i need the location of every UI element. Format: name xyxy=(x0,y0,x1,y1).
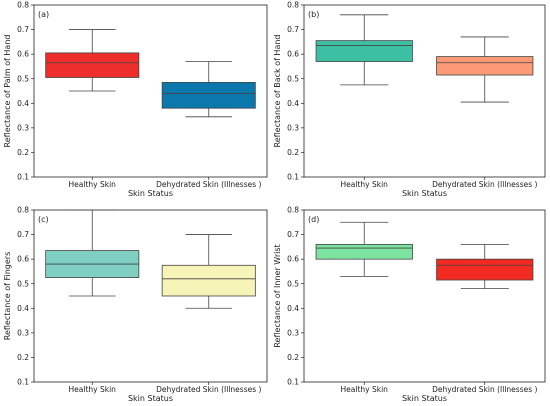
x-axis-label: Skin Status xyxy=(402,394,447,403)
y-tick-label: 0.1 xyxy=(17,173,29,182)
y-tick-label: 0.5 xyxy=(17,74,29,83)
x-tick-label: Dehydrated Skin (Illnesses ) xyxy=(156,385,261,394)
y-tick-label: 0.8 xyxy=(17,1,29,10)
iqr-box xyxy=(315,243,413,260)
y-tick-label: 0.7 xyxy=(287,25,299,34)
y-tick-label: 0.6 xyxy=(287,50,299,59)
y-tick-label: 0.5 xyxy=(17,279,29,288)
y-tick-label: 0.3 xyxy=(17,123,29,132)
panel-2: 0.1 0.2 0.3 0.4 0.5 0.6 0.7 0.8 Healthy Skin Dehy… xyxy=(273,1,546,198)
panel-label: (c) xyxy=(38,215,49,224)
plot-frame xyxy=(303,4,546,178)
x-tick-label: Healthy Skin xyxy=(341,385,389,394)
panel-1: 0.1 0.2 0.3 0.4 0.5 0.6 0.7 0.8 Healthy Skin Dehy… xyxy=(3,1,268,198)
box-dehydrated xyxy=(436,243,534,290)
y-tick-label: 0.6 xyxy=(17,50,29,59)
y-tick-label: 0.1 xyxy=(17,378,29,387)
box-dehydrated xyxy=(161,234,256,309)
y-tick-label: 0.2 xyxy=(287,148,299,157)
plot-frame xyxy=(33,4,268,178)
panel-label: (a) xyxy=(38,10,49,19)
box-dehydrated xyxy=(161,61,256,118)
y-tick-label: 0.2 xyxy=(17,148,29,157)
panel-label: (d) xyxy=(308,215,319,224)
y-tick-label: 0.7 xyxy=(17,25,29,34)
y-tick-label: 0.4 xyxy=(17,99,29,108)
y-tick-label: 0.8 xyxy=(287,206,299,215)
box-healthy xyxy=(45,209,140,297)
y-tick-label: 0.1 xyxy=(287,378,299,387)
x-tick-label: Healthy Skin xyxy=(69,180,117,189)
box-healthy xyxy=(315,14,413,86)
y-tick-label: 0.1 xyxy=(287,173,299,182)
x-tick-label: Healthy Skin xyxy=(69,385,117,394)
y-tick-label: 0.2 xyxy=(17,353,29,362)
plot-frame xyxy=(303,209,546,383)
y-tick-label: 0.3 xyxy=(287,123,299,132)
y-tick-label: 0.4 xyxy=(287,99,299,108)
x-tick-label: Dehydrated Skin (Illnesses ) xyxy=(432,180,537,189)
panel-label: (b) xyxy=(308,10,319,19)
y-tick-label: 0.5 xyxy=(287,74,299,83)
x-tick-label: Dehydrated Skin (Illnesses ) xyxy=(432,385,537,394)
box-healthy xyxy=(45,29,140,92)
y-axis-label: Reflectance of Inner Wrist xyxy=(273,244,282,347)
y-axis-label: Reflectance of Back of Hand xyxy=(273,35,282,148)
x-axis-label: Skin Status xyxy=(128,189,173,198)
y-tick-label: 0.4 xyxy=(17,304,29,313)
y-tick-label: 0.7 xyxy=(17,230,29,239)
iqr-box xyxy=(45,52,140,78)
x-tick-label: Healthy Skin xyxy=(341,180,389,189)
y-axis-label: Reflectance of Palm of Hand xyxy=(3,35,12,148)
panel-4: 0.1 0.2 0.3 0.4 0.5 0.6 0.7 0.8 Healthy Skin Dehy… xyxy=(273,206,546,403)
y-tick-label: 0.3 xyxy=(17,328,29,337)
y-tick-label: 0.8 xyxy=(287,1,299,10)
iqr-box xyxy=(436,258,534,281)
y-tick-label: 0.7 xyxy=(287,230,299,239)
y-tick-label: 0.3 xyxy=(287,328,299,337)
iqr-box xyxy=(161,82,256,109)
y-tick-label: 0.5 xyxy=(287,279,299,288)
iqr-box xyxy=(436,56,534,76)
box-dehydrated xyxy=(436,36,534,103)
x-tick-label: Dehydrated Skin (Illnesses ) xyxy=(156,180,261,189)
box-healthy xyxy=(315,221,413,277)
iqr-box xyxy=(161,264,256,297)
y-tick-label: 0.2 xyxy=(287,353,299,362)
panel-3: 0.1 0.2 0.3 0.4 0.5 0.6 0.7 0.8 Healthy Skin Dehy… xyxy=(3,206,268,403)
x-axis-label: Skin Status xyxy=(128,394,173,403)
y-tick-label: 0.4 xyxy=(287,304,299,313)
y-tick-label: 0.8 xyxy=(17,206,29,215)
iqr-box xyxy=(315,40,413,62)
x-axis-label: Skin Status xyxy=(402,189,447,198)
plot-frame xyxy=(33,209,268,383)
y-axis-label: Reflectance of Fingers xyxy=(3,252,12,340)
y-tick-label: 0.6 xyxy=(287,255,299,264)
y-tick-label: 0.6 xyxy=(17,255,29,264)
